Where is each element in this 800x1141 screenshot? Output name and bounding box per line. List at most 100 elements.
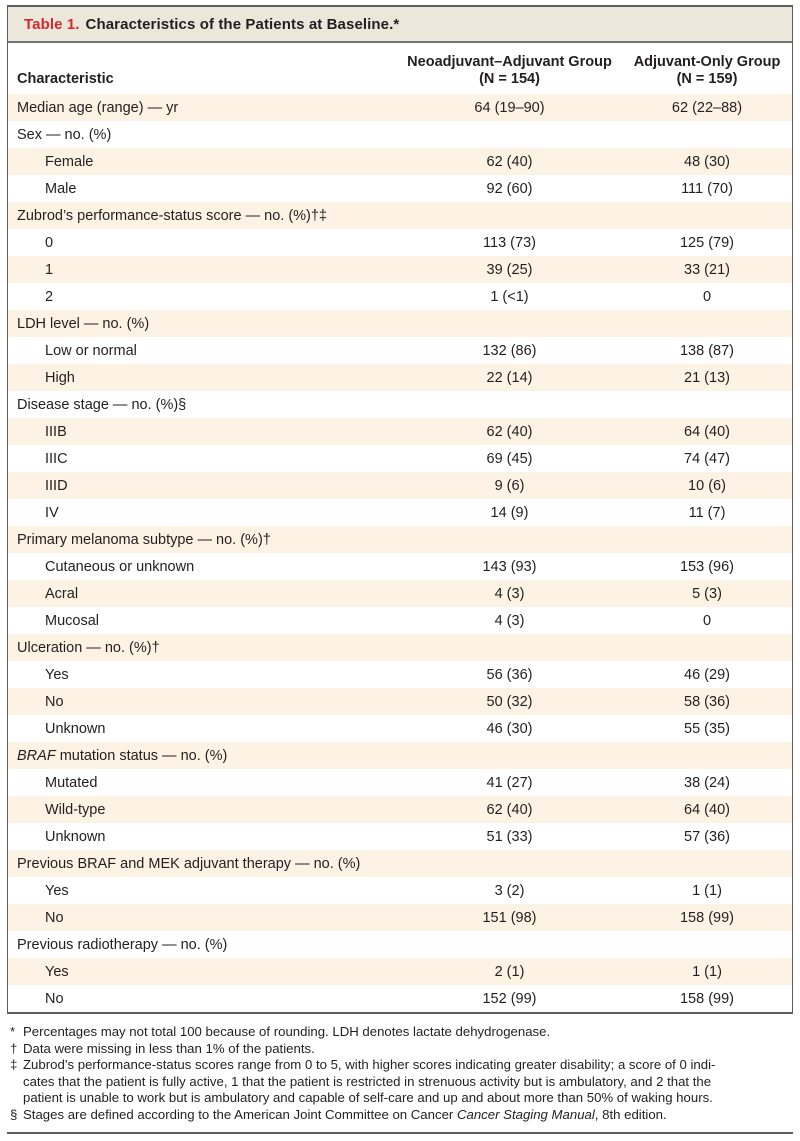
row-label: Ulceration — no. (%)†	[17, 639, 160, 656]
table-row: IV 14 (9) 11 (7)	[8, 499, 792, 526]
table-row: No 152 (99) 158 (99)	[8, 985, 792, 1012]
row-label: Zubrod’s performance-status score — no. …	[17, 207, 328, 224]
value-neoadjuvant-adjuvant: 151 (98)	[482, 909, 537, 926]
row-label: Mucosal	[45, 612, 99, 629]
row-label: 2	[45, 288, 54, 305]
column-header-neoadjuvant-group: Neoadjuvant–Adjuvant Group (N = 154)	[397, 54, 622, 87]
table-row: No 151 (98) 158 (99)	[8, 904, 792, 931]
row-label: IIID	[45, 477, 68, 494]
value-neoadjuvant-adjuvant: 69 (45)	[486, 450, 533, 467]
row-label: Mutated	[45, 774, 98, 791]
row-label: Primary melanoma subtype — no. (%)†	[17, 531, 271, 548]
column-header-characteristic: Characteristic	[17, 71, 114, 87]
value-neoadjuvant-adjuvant: 56 (36)	[486, 666, 533, 683]
value-neoadjuvant-adjuvant: 143 (93)	[482, 558, 537, 575]
bottom-rule	[7, 1132, 793, 1134]
group2-name: Adjuvant-Only Group	[633, 54, 781, 70]
value-neoadjuvant-adjuvant: 152 (99)	[482, 990, 537, 1007]
row-label: IV	[45, 504, 59, 521]
value-neoadjuvant-adjuvant: 41 (27)	[486, 774, 533, 791]
value-neoadjuvant-adjuvant: 4 (3)	[494, 612, 525, 629]
row-label: Previous BRAF and MEK adjuvant therapy —…	[17, 855, 361, 872]
value-adjuvant-only: 11 (7)	[688, 504, 726, 521]
table-row: Ulceration — no. (%)†	[8, 634, 792, 661]
value-adjuvant-only: 46 (29)	[684, 666, 730, 683]
value-adjuvant-only: 1 (1)	[692, 963, 722, 980]
row-label: 1	[45, 261, 54, 278]
value-neoadjuvant-adjuvant: 113 (73)	[483, 234, 536, 251]
value-neoadjuvant-adjuvant: 2 (1)	[494, 963, 525, 980]
row-label: No	[45, 909, 64, 926]
value-adjuvant-only: 153 (96)	[679, 558, 734, 575]
table-row: 1 39 (25) 33 (21)	[8, 256, 792, 283]
table-row: Yes 2 (1) 1 (1)	[8, 958, 792, 985]
value-neoadjuvant-adjuvant: 4 (3)	[494, 585, 525, 602]
table-title-band: Table 1. Characteristics of the Patients…	[8, 7, 792, 43]
row-label: High	[45, 369, 75, 386]
row-label: Unknown	[45, 828, 106, 845]
row-label: Cutaneous or unknown	[45, 558, 195, 575]
value-adjuvant-only: 38 (24)	[684, 774, 730, 791]
table-row: Sex — no. (%)	[8, 121, 792, 148]
row-label: LDH level — no. (%)	[17, 315, 150, 332]
table-row: Yes 3 (2) 1 (1)	[8, 877, 792, 904]
group2-n: (N = 159)	[676, 70, 738, 87]
row-label: Median age (range) — yr	[17, 99, 179, 116]
row-label: Wild-type	[45, 801, 106, 818]
table-title-text: Characteristics of the Patients at Basel…	[85, 15, 400, 33]
value-neoadjuvant-adjuvant: 92 (60)	[486, 180, 533, 197]
table-row: High 22 (14) 21 (13)	[8, 364, 792, 391]
table-row: Zubrod’s performance-status score — no. …	[8, 202, 792, 229]
value-adjuvant-only: 58 (36)	[684, 693, 730, 710]
footnote-line: Zubrod’s performance-status scores range…	[23, 1057, 716, 1072]
table-row: IIIC 69 (45) 74 (47)	[8, 445, 792, 472]
footnote-symbol: †	[10, 1040, 18, 1056]
table-row: Yes 56 (36) 46 (29)	[8, 661, 792, 688]
table-row: IIIB 62 (40) 64 (40)	[8, 418, 792, 445]
value-neoadjuvant-adjuvant: 62 (40)	[486, 153, 533, 170]
table-row: BRAF mutation status — no. (%)	[8, 742, 792, 769]
row-label: No	[45, 693, 64, 710]
footnote: § Stages are defined according to the Ame…	[10, 1107, 791, 1124]
group1-name: Neoadjuvant–Adjuvant Group	[407, 54, 612, 70]
row-label: Acral	[45, 585, 79, 602]
footnote-line: patient is unable to work but is ambulat…	[23, 1090, 713, 1105]
footnote-line: cates that the patient is fully active, …	[23, 1073, 712, 1089]
value-neoadjuvant-adjuvant: 22 (14)	[486, 369, 533, 386]
row-label: Yes	[45, 666, 69, 683]
row-label: Yes	[45, 963, 69, 980]
footnote-symbol: ‡	[10, 1057, 18, 1072]
table-row: Unknown 46 (30) 55 (35)	[8, 715, 792, 742]
table-body: Median age (range) — yr 64 (19–90) 62 (22–…	[8, 94, 792, 1012]
table-number-label: Table 1.	[24, 15, 80, 33]
footnote: ‡ Zubrod’s performance-status scores rang…	[10, 1057, 791, 1107]
value-adjuvant-only: 138 (87)	[679, 342, 734, 359]
value-neoadjuvant-adjuvant: 46 (30)	[486, 720, 533, 737]
row-label: Yes	[45, 882, 69, 899]
footnote: * Percentages may not total 100 because o…	[10, 1024, 791, 1041]
value-neoadjuvant-adjuvant: 64 (19–90)	[474, 99, 545, 116]
table-row: Low or normal 132 (86) 138 (87)	[8, 337, 792, 364]
table-row: 2 1 (<1) 0	[8, 283, 792, 310]
row-label: BRAF mutation status — no. (%)	[17, 747, 228, 764]
footnote-line: Stages are defined according to the Amer…	[23, 1106, 667, 1122]
value-adjuvant-only: 5 (3)	[692, 585, 722, 602]
value-adjuvant-only: 125 (79)	[679, 234, 734, 251]
value-neoadjuvant-adjuvant: 62 (40)	[486, 423, 533, 440]
value-adjuvant-only: 64 (40)	[684, 801, 730, 818]
row-label: Low or normal	[45, 342, 137, 359]
value-adjuvant-only: 10 (6)	[688, 477, 726, 494]
row-label: 0	[45, 234, 54, 251]
column-header-adjuvant-group: Adjuvant-Only Group (N = 159)	[622, 54, 792, 87]
table-row: LDH level — no. (%)	[8, 310, 792, 337]
table-row: Mucosal 4 (3) 0	[8, 607, 792, 634]
value-adjuvant-only: 1 (1)	[692, 882, 722, 899]
footnote: † Data were missing in less than 1% of th…	[10, 1041, 791, 1058]
value-adjuvant-only: 111 (70)	[681, 180, 733, 197]
table-row: Median age (range) — yr 64 (19–90) 62 (22–…	[8, 94, 792, 121]
row-label: Sex — no. (%)	[17, 126, 112, 143]
table-row: Primary melanoma subtype — no. (%)†	[8, 526, 792, 553]
value-adjuvant-only: 158 (99)	[679, 990, 734, 1007]
table-header-row: Characteristic Neoadjuvant–Adjuvant Grou…	[8, 43, 792, 94]
